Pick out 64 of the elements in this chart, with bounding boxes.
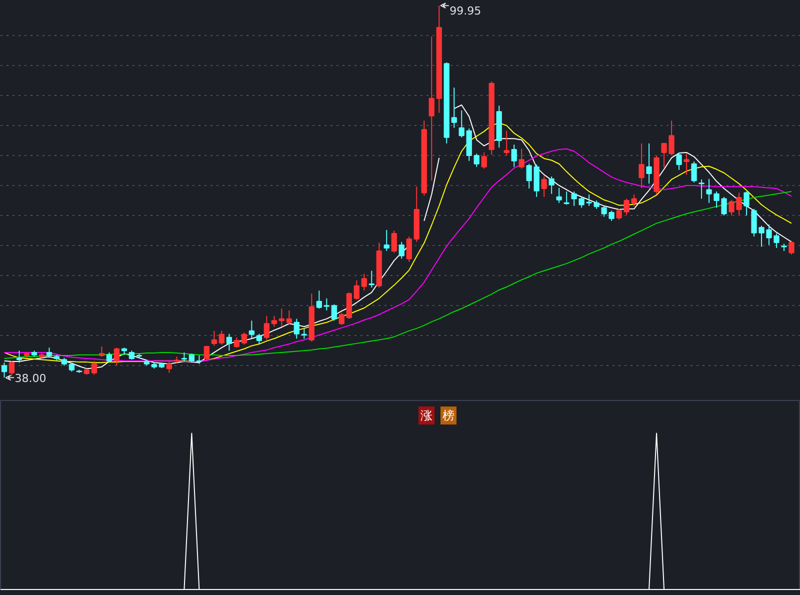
candlestick — [676, 152, 682, 170]
text: 榜 — [442, 408, 454, 422]
candlestick — [271, 315, 277, 328]
candlestick — [68, 362, 75, 372]
candlestick — [638, 142, 644, 188]
candlestick — [406, 236, 412, 262]
text: 涨 — [420, 408, 432, 422]
candlestick — [428, 36, 434, 182]
candlestick — [106, 352, 112, 364]
candlestick — [218, 330, 225, 346]
candlestick — [181, 352, 188, 362]
candlestick — [504, 130, 510, 156]
candlestick — [384, 229, 390, 252]
candlestick — [204, 345, 210, 360]
candlestick — [391, 230, 397, 254]
candlestick — [294, 318, 300, 340]
candlestick — [474, 153, 480, 168]
candlestick — [278, 308, 284, 328]
candlestick — [234, 336, 240, 348]
annotation: 38.00 — [14, 372, 46, 386]
candlestick — [368, 270, 374, 288]
candlestick — [481, 152, 487, 170]
candlestick — [526, 163, 532, 189]
candlestick — [1, 362, 8, 378]
candlestick — [541, 176, 547, 198]
candlestick — [16, 350, 22, 364]
candlestick — [98, 346, 105, 358]
candlestick — [338, 312, 344, 326]
candlestick — [211, 330, 218, 346]
candlestick — [556, 187, 562, 204]
candlestick — [684, 153, 690, 176]
candlestick — [788, 240, 794, 256]
candlestick — [331, 304, 337, 322]
candlestick — [264, 315, 270, 340]
candlestick — [114, 347, 120, 366]
candlestick — [354, 280, 360, 300]
candlestick — [166, 360, 172, 374]
candlestick — [241, 332, 247, 346]
candlestick — [451, 87, 457, 128]
candlestick — [128, 350, 135, 360]
candlestick — [8, 360, 15, 376]
candlestick — [361, 273, 367, 292]
candlestick — [646, 142, 652, 184]
candlestick — [518, 148, 524, 170]
candlestick — [564, 190, 570, 206]
candlestick — [698, 178, 704, 200]
candlestick — [324, 298, 330, 311]
candlestick — [256, 333, 262, 344]
candlestick — [511, 144, 517, 168]
candlestick — [398, 241, 404, 260]
candlestick — [286, 310, 292, 326]
candlestick — [226, 333, 232, 352]
candlestick — [188, 353, 195, 364]
candlestick — [548, 176, 554, 194]
candlestick — [458, 110, 464, 138]
candlestick — [316, 290, 322, 310]
candlestick — [91, 360, 98, 376]
candlestick — [248, 320, 254, 340]
candlestick — [46, 347, 52, 358]
candlestick — [706, 178, 712, 204]
candlestick — [301, 328, 307, 340]
candlestick — [691, 160, 697, 183]
annotation: 99.95 — [450, 4, 482, 18]
candlestick — [744, 190, 750, 216]
